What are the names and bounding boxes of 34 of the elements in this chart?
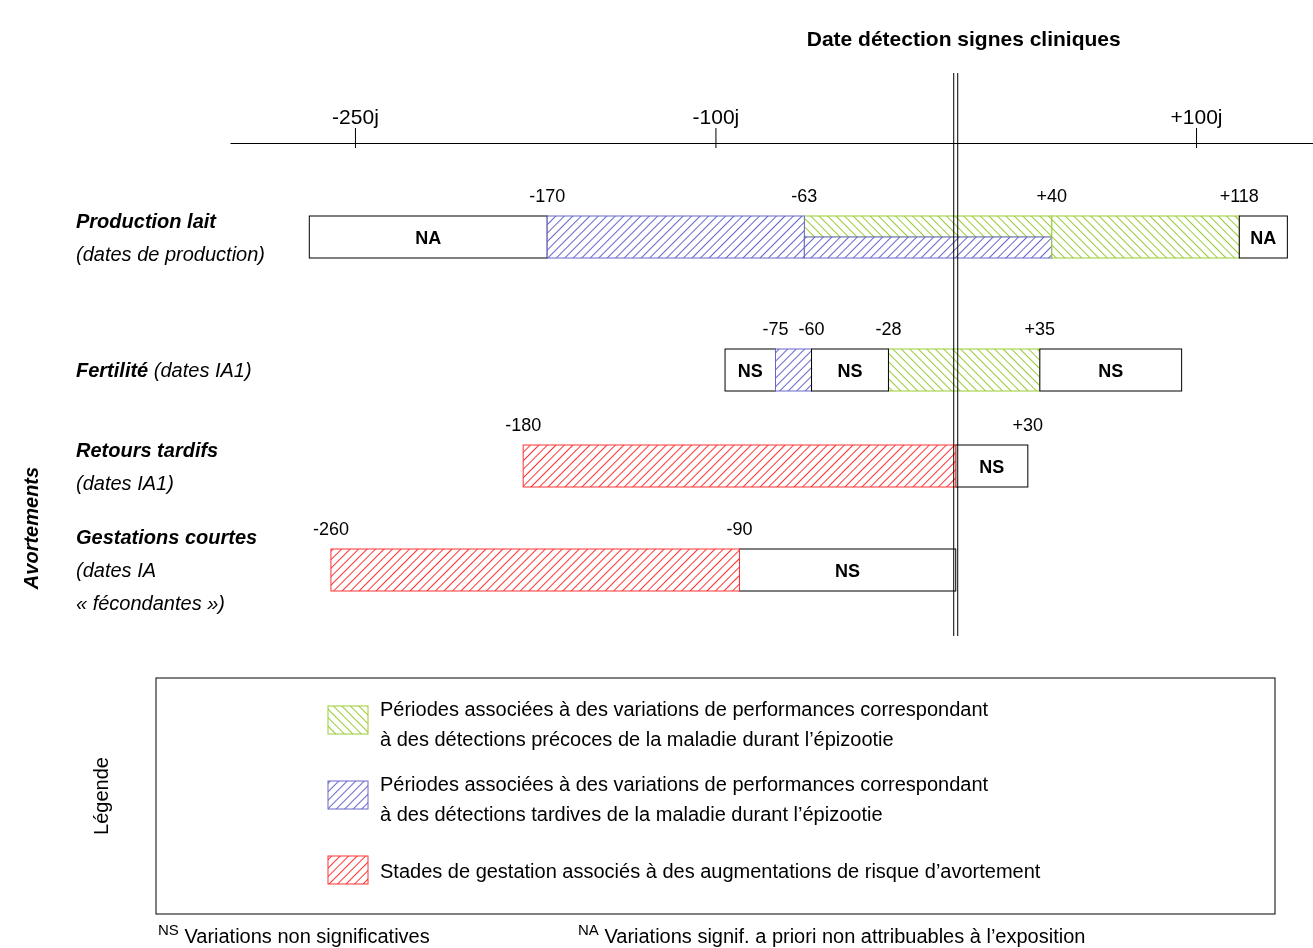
data-label: NS <box>837 361 863 381</box>
annotation: +40 <box>1036 186 1068 206</box>
data-label: NS <box>1098 361 1124 381</box>
x-tick-label: -250j <box>332 104 379 128</box>
data-label: NS <box>979 457 1005 477</box>
annotation: +30 <box>1012 415 1044 435</box>
y-tick-label: Retours tardifs (dates IA1) <box>76 438 219 494</box>
data-label: NS <box>835 561 861 581</box>
legend-title: Légende <box>90 757 112 835</box>
legend-label: Stades de gestation associés à des augmentations de risque d’avortement <box>380 860 1041 882</box>
annotation: -75 <box>762 319 789 339</box>
ref-line-label: Date détection signes cliniques <box>806 27 1121 50</box>
annotation: -170 <box>529 186 566 206</box>
annotation: -63 <box>791 186 818 206</box>
y-tick-label: Fertilité (dates IA1) <box>76 359 252 381</box>
x-tick-label: +100j <box>1170 104 1223 128</box>
y-tick-label: Production lait (dates de production) <box>76 209 266 265</box>
data-label: NA <box>1250 228 1277 248</box>
y-tick-label: Gestations courtes (dates IA « fécondantes ») <box>76 526 258 614</box>
text: Avortements <box>20 466 42 591</box>
text: $^{NA}$ Variations signif. a priori non attribuables à l’exposition <box>578 920 1086 947</box>
data-label: NS <box>737 361 763 381</box>
annotation: -180 <box>505 415 542 435</box>
legend-label: Périodes associées à des variations de performances correspondant à des détections précoces de la maladie durant l’épizootie <box>380 698 989 750</box>
annotation: -90 <box>726 519 753 539</box>
annotation: -60 <box>798 319 825 339</box>
legend-label: Périodes associées à des variations de performances correspondant à des détections tardives de la maladie durant l’épizootie <box>380 773 989 825</box>
text: $^{NS}$ Variations non significatives <box>158 920 430 947</box>
annotation: +118 <box>1219 186 1259 206</box>
annotation: -28 <box>875 319 902 339</box>
data-label: NA <box>415 228 442 248</box>
x-tick-label: -100j <box>692 104 740 128</box>
annotation: -260 <box>312 519 349 539</box>
annotation: +35 <box>1024 319 1056 339</box>
